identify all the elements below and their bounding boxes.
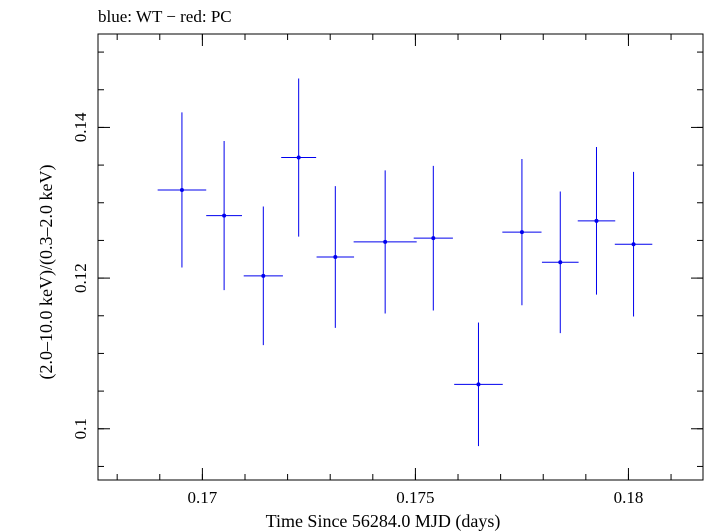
x-axis-label: Time Since 56284.0 MJD (days) <box>266 511 501 532</box>
y-tick-label: 0.1 <box>71 418 90 439</box>
data-point <box>316 186 355 328</box>
data-point <box>206 140 243 291</box>
data-point <box>353 170 417 314</box>
point-marker <box>558 260 563 265</box>
y-axis-label: (2.0–10.0 keV)/(0.3–2.0 keV) <box>36 165 57 380</box>
point-marker <box>179 187 184 192</box>
data-point <box>281 78 317 237</box>
major-ticks <box>98 34 703 480</box>
x-tick-labels: 0.17 0.175 0.18 <box>188 488 644 507</box>
y-tick-label: 0.12 <box>71 263 90 293</box>
point-marker <box>222 213 227 218</box>
point-marker <box>431 236 436 241</box>
data-point <box>502 159 542 306</box>
chart-title: blue: WT − red: PC <box>98 7 232 26</box>
x-tick-label: 0.175 <box>396 488 434 507</box>
y-tick-label: 0.14 <box>71 112 90 142</box>
data-point <box>577 147 616 295</box>
x-tick-label: 0.18 <box>614 488 644 507</box>
point-marker <box>476 382 481 387</box>
x-tick-label: 0.17 <box>188 488 218 507</box>
plot-frame <box>97 33 704 481</box>
data-point <box>541 191 579 334</box>
point-marker <box>519 230 524 235</box>
y-tick-labels: 0.1 0.12 0.14 <box>71 112 90 439</box>
point-marker <box>333 255 338 259</box>
point-marker <box>383 239 388 244</box>
point-marker <box>296 155 301 160</box>
data-point <box>157 112 207 268</box>
point-marker <box>631 242 636 247</box>
data-point <box>413 165 453 311</box>
data-point <box>614 171 653 317</box>
point-marker <box>261 273 266 278</box>
minor-ticks <box>98 34 703 480</box>
data-point <box>454 322 503 447</box>
data-point <box>243 206 283 346</box>
point-marker <box>594 218 599 223</box>
data-points <box>157 78 653 447</box>
